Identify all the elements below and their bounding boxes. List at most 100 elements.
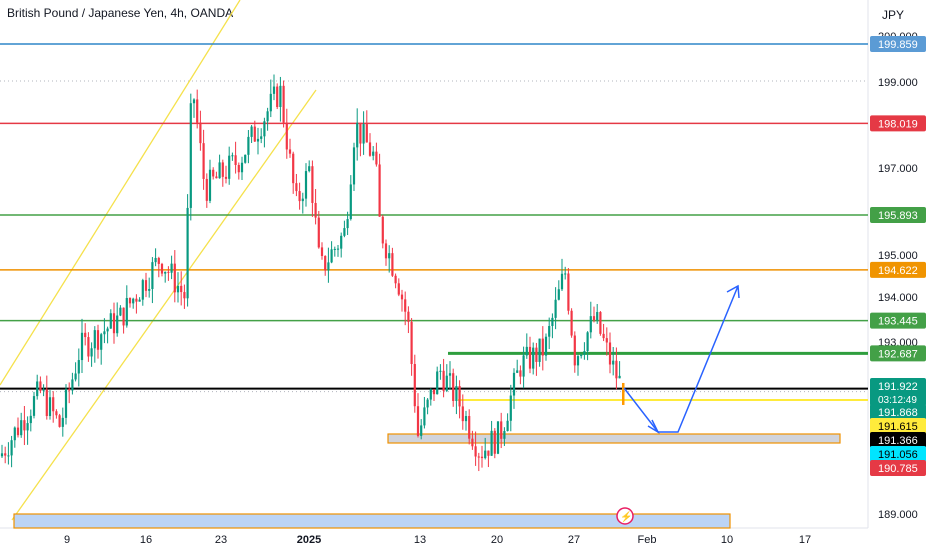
candle-body: [279, 85, 282, 108]
candle-body: [42, 389, 45, 391]
candle-body: [122, 307, 125, 326]
candle-body: [301, 198, 304, 202]
candle-body: [599, 312, 602, 334]
price-badge-current-bg: [870, 378, 926, 406]
candle-body: [541, 338, 544, 356]
support-zone-lower: [13, 513, 731, 529]
candle-body: [231, 155, 234, 157]
candle-body: [176, 285, 180, 293]
candle-body: [52, 397, 55, 412]
candle-body: [567, 273, 570, 311]
price-badge-190-785: 190.785: [878, 463, 918, 475]
candle-body: [519, 370, 522, 377]
candle-body: [228, 155, 231, 179]
candle-body: [429, 389, 432, 400]
candle-body: [77, 360, 80, 374]
candle-body: [317, 217, 320, 248]
price-badge-191-366-bg: [870, 432, 926, 448]
candle-body: [202, 143, 205, 179]
candle-body: [330, 249, 333, 263]
candle-body: [615, 360, 618, 379]
candle-body: [512, 372, 516, 396]
candle-body: [384, 243, 388, 259]
price-badge-198-019: 198.019: [878, 118, 918, 130]
candle-body: [221, 162, 224, 177]
candle-body: [522, 355, 525, 377]
candle-body: [199, 122, 202, 144]
candle-body: [212, 169, 215, 177]
candle-body: [138, 299, 141, 302]
candle-body: [84, 332, 87, 338]
candle-body: [391, 253, 394, 276]
candle-body: [240, 162, 244, 173]
candle-body: [612, 360, 615, 365]
price-badge-199-859-bg: [870, 36, 926, 52]
candle-body: [333, 248, 336, 250]
candle-body: [208, 169, 212, 201]
candle-body: [103, 331, 106, 335]
candle-body: [58, 415, 61, 427]
candle-body: [548, 326, 551, 337]
candle-body: [471, 438, 474, 447]
x-tick-label: 9: [64, 534, 70, 546]
candle-body: [589, 316, 592, 333]
candle-body: [554, 299, 557, 318]
projection-arrow: [623, 285, 739, 433]
candle-body: [151, 262, 154, 290]
candle-body: [461, 406, 464, 422]
candle-body: [538, 338, 541, 362]
countdown-label: 03:12:49: [878, 395, 917, 406]
candle-body: [314, 202, 317, 218]
candle-body: [183, 292, 186, 299]
x-tick-label: 2025: [297, 534, 321, 546]
channel-lower-line: [11, 89, 317, 521]
candle-body: [359, 122, 362, 144]
price-badge-191-868-bg: [870, 404, 926, 420]
candle-body: [87, 337, 90, 357]
candle-body: [48, 397, 52, 417]
currency-label[interactable]: JPY: [882, 8, 905, 22]
candle-body: [272, 86, 276, 94]
price-badge-199-859: 199.859: [878, 39, 918, 51]
candle-body: [397, 283, 400, 295]
candle-body: [119, 307, 122, 316]
candle-body: [477, 456, 480, 458]
candle-body: [455, 386, 458, 401]
y-tick-label: 189.000: [878, 509, 918, 521]
price-badge-193-445-bg: [870, 312, 926, 329]
candle-body: [23, 420, 26, 431]
candle-body: [256, 138, 260, 142]
candle-body: [528, 346, 532, 369]
price-badge-194-622: 194.622: [878, 265, 918, 277]
candle-body: [141, 280, 144, 300]
candle-body: [260, 136, 263, 139]
price-badge-191-868: 191.868: [878, 407, 918, 419]
candle-body: [10, 440, 13, 456]
x-tick-label: 27: [568, 534, 580, 546]
candle-body: [500, 421, 503, 439]
candle-body: [583, 351, 586, 355]
y-tick-label: 199.000: [878, 77, 918, 89]
candle-body: [576, 356, 580, 366]
candle-body: [218, 162, 221, 179]
candle-body: [346, 219, 349, 229]
candle-body: [356, 122, 359, 148]
y-tick-label: 195.000: [878, 250, 918, 262]
candle-body: [413, 364, 416, 407]
candle-body: [458, 386, 461, 407]
candle-body: [234, 155, 237, 165]
last-candle: [622, 382, 625, 405]
candle-body: [320, 247, 324, 256]
candle-body: [71, 379, 74, 391]
candle-body: [436, 371, 439, 395]
candle-body: [173, 263, 176, 293]
candle-body: [125, 298, 128, 326]
candle-body: [186, 207, 189, 299]
candle-body: [349, 184, 352, 220]
candle-body: [618, 375, 621, 379]
price-badge-198-019-bg: [870, 115, 926, 132]
candle-body: [61, 417, 64, 427]
x-tick-label: 23: [215, 534, 227, 546]
candle-body: [535, 347, 538, 362]
